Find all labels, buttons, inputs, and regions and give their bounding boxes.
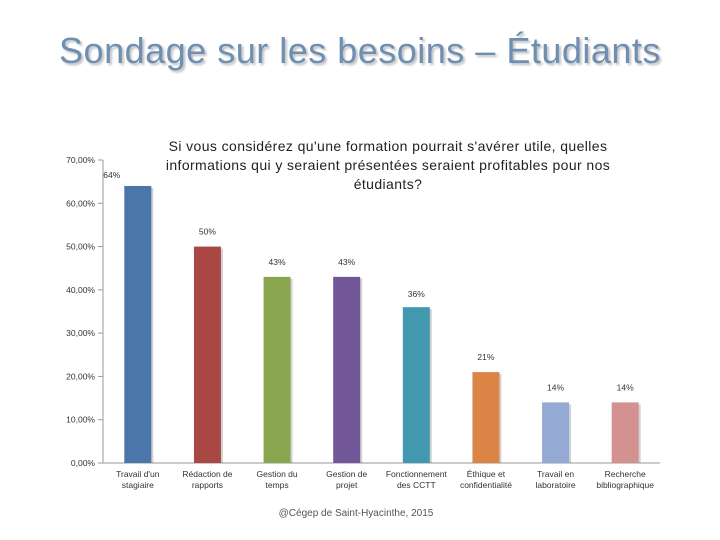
x-tick-label: Travail en — [537, 469, 574, 479]
x-tick-label: Éthique et — [467, 469, 506, 479]
bar — [263, 276, 291, 463]
chart-title: Si vous considérez qu'une formation pour… — [165, 138, 611, 192]
x-tick-label: des CCTT — [397, 480, 436, 490]
y-tick-label: 20,00% — [66, 371, 95, 381]
data-label: 43% — [338, 257, 355, 267]
y-tick-label: 70,00% — [66, 155, 95, 165]
data-label: 64% — [103, 170, 120, 180]
bar — [333, 276, 361, 463]
data-label: 43% — [269, 257, 286, 267]
x-tick-label: Fonctionnement — [386, 469, 448, 479]
y-tick-label: 60,00% — [66, 198, 95, 208]
x-tick-label: laboratoire — [535, 480, 575, 490]
data-label: 14% — [547, 382, 564, 392]
data-label: 36% — [408, 289, 425, 299]
x-tick-label: bibliographique — [596, 480, 654, 490]
x-tick-label: projet — [336, 480, 358, 490]
x-tick-label: Recherche — [605, 469, 646, 479]
bar — [402, 307, 430, 463]
x-tick-label: Gestion du — [257, 469, 298, 479]
footer-credit: @Cégep de Saint-Hyacinthe, 2015 — [278, 508, 434, 519]
y-tick-label: 40,00% — [66, 285, 95, 295]
x-tick-label: temps — [265, 480, 288, 490]
x-tick-label: rapports — [192, 480, 223, 490]
bar — [542, 402, 570, 463]
bar — [124, 185, 152, 463]
data-label: 50% — [199, 227, 216, 237]
bar — [611, 402, 639, 463]
y-tick-label: 0,00% — [71, 458, 96, 468]
y-tick-label: 10,00% — [66, 415, 95, 425]
data-label: 14% — [617, 382, 634, 392]
y-tick-label: 30,00% — [66, 328, 95, 338]
x-tick-label: Rédaction de — [182, 469, 232, 479]
x-tick-label: Gestion de — [326, 469, 367, 479]
x-tick-label: stagiaire — [122, 480, 154, 490]
slide-title: Sondage sur les besoins – Étudiants — [59, 30, 661, 71]
x-tick-label: confidentialité — [460, 480, 512, 490]
data-label: 21% — [477, 352, 494, 362]
bar — [193, 246, 221, 463]
bar — [472, 372, 500, 463]
y-tick-label: 50,00% — [66, 242, 95, 252]
x-tick-label: Travail d'un — [116, 469, 160, 479]
